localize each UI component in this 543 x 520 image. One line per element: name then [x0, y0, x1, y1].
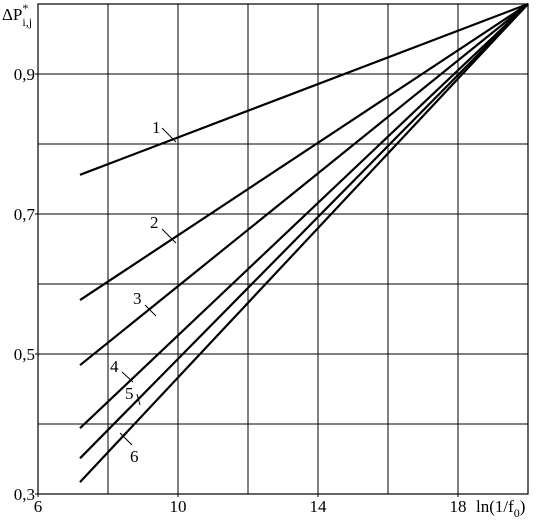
label-leader [119, 432, 133, 446]
series-line [79, 3, 529, 460]
x-tick-label: 10 [170, 497, 187, 516]
series-label: 5 [125, 384, 134, 403]
x-label-sub: 0 [514, 506, 520, 520]
series-label: 1 [152, 118, 161, 137]
x-axis-label: ln(1/f0) [476, 497, 525, 520]
series-line [79, 3, 529, 367]
series-label: 6 [130, 447, 139, 466]
y-tick-label: 0,3 [14, 485, 35, 504]
series-label: 3 [133, 289, 142, 308]
y-label-sup: * [22, 1, 28, 15]
y-tick-label: 0,7 [14, 205, 36, 224]
label-leader [121, 371, 134, 383]
x-label-main: ln(1/f [476, 497, 514, 516]
x-tick-label: 14 [310, 497, 328, 516]
series-label: 2 [150, 213, 159, 232]
plot-frame [37, 3, 529, 495]
series-line [79, 3, 529, 483]
label-leader [136, 393, 141, 406]
y-tick-label: 0,5 [14, 345, 35, 364]
series-line [79, 2, 529, 176]
x-label-end: ) [520, 497, 526, 516]
y-label-sub: i,j [22, 15, 32, 29]
label-leader [161, 228, 177, 244]
label-leader [161, 127, 177, 143]
y-tick-label: 0,9 [14, 65, 35, 84]
x-tick-label: 6 [34, 497, 43, 516]
y-axis-label: ΔP* i,j [2, 1, 32, 29]
series-label: 4 [110, 357, 119, 376]
series-line [79, 3, 529, 429]
series-line [79, 3, 529, 302]
x-tick-label: 18 [450, 497, 467, 516]
y-label-main: ΔP [2, 5, 22, 24]
label-leader [144, 304, 157, 317]
